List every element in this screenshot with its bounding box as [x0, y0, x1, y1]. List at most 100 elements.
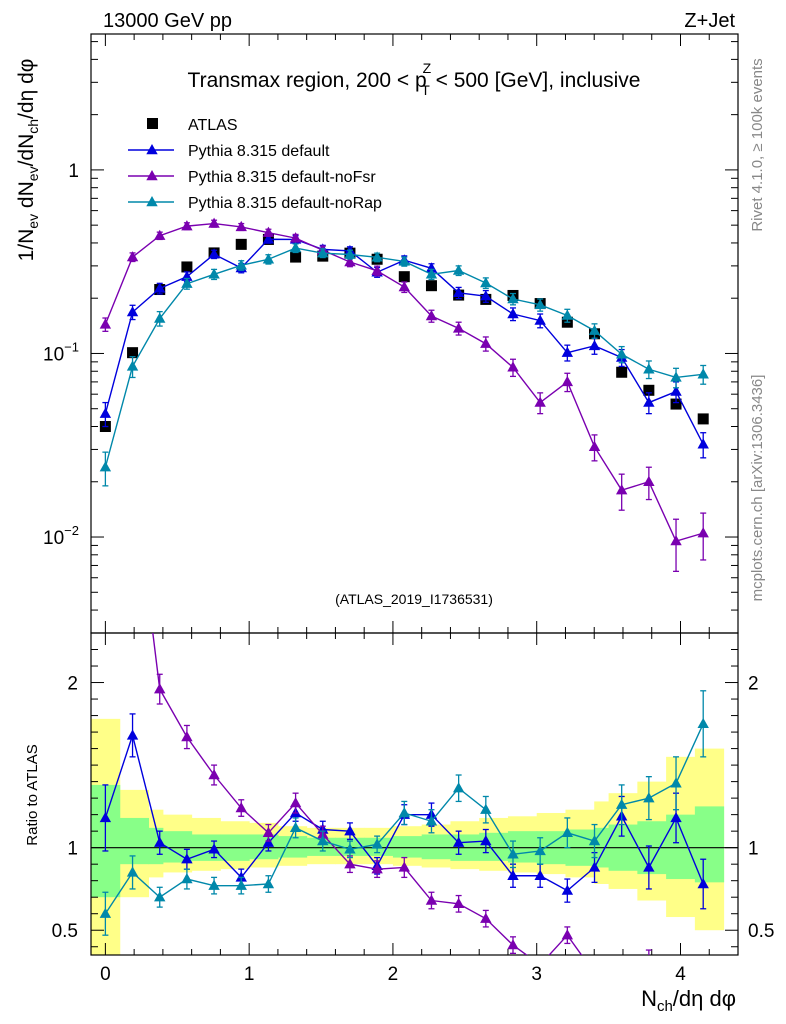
- ratio-marker: [262, 836, 275, 847]
- series-marker: [181, 277, 193, 288]
- series-marker: [126, 360, 139, 371]
- ratio-marker: [616, 969, 627, 979]
- series-marker: [398, 255, 410, 266]
- legend-item: Pythia 8.315 default: [128, 143, 330, 160]
- title-part: Transmax region, 200 < p: [188, 69, 427, 92]
- y-tick-base: 10: [43, 344, 64, 365]
- y-label-part: dN: [15, 181, 38, 214]
- ratio-marker: [452, 897, 465, 909]
- title-subscript: T: [421, 82, 430, 98]
- header-energy-label: 13000 GeV pp: [103, 10, 232, 32]
- series-marker: [425, 268, 438, 279]
- ratio-y-axis: 0.5 0.5 1 1 2 2: [52, 649, 774, 948]
- y-tick-base: 10: [43, 528, 64, 549]
- ratio-pythia-8-315-default-nofsr: [152, 633, 709, 979]
- legend-label: Pythia 8.315 default-noRap: [188, 195, 382, 212]
- ratio-marker: [262, 826, 275, 838]
- ratio-marker: [452, 836, 465, 847]
- series-marker: [670, 371, 682, 382]
- ratio-marker: [208, 843, 220, 854]
- x-axis-label: Nch/dη dφ: [641, 986, 736, 1015]
- series-marker: [697, 527, 709, 538]
- band-inner-bin: [479, 832, 509, 861]
- legend: ATLAS Pythia 8.315 default Pythia 8.315 de…: [128, 117, 382, 212]
- ratio-marker: [561, 929, 574, 940]
- ratio-marker: [344, 825, 356, 836]
- ratio-bands: [91, 718, 725, 955]
- ratio-marker: [344, 843, 356, 854]
- series-marker: [317, 247, 329, 258]
- series-marker: [235, 259, 247, 270]
- ratio-marker: [154, 836, 166, 847]
- ratio-marker: [208, 879, 220, 890]
- series-marker: [154, 312, 166, 323]
- series-marker: [99, 407, 112, 418]
- ratio-marker: [698, 967, 709, 977]
- ratio-marker: [615, 798, 628, 809]
- series-marker: [154, 282, 166, 293]
- ratio-marker: [398, 806, 410, 818]
- series-marker: [561, 375, 574, 387]
- ratio-marker: [398, 861, 410, 872]
- ratio-marker: [235, 871, 247, 882]
- atlas-data-point: [127, 347, 139, 359]
- legend-marker-triangle: [146, 196, 158, 207]
- ratio-marker: [589, 967, 600, 977]
- ratio-marker: [588, 861, 601, 872]
- plot-title: Transmax region, 200 < pZ T < 500 [GeV], …: [188, 60, 641, 98]
- ratio-marker: [235, 802, 247, 813]
- ratio-marker: [561, 884, 574, 895]
- x-tick-label: 1: [244, 964, 255, 985]
- series-marker: [208, 217, 220, 228]
- ratio-y-tick-label-left: 0.5: [52, 921, 78, 942]
- band-inner-bin: [277, 836, 308, 858]
- ratio-y-tick-label-left: 1: [67, 839, 78, 860]
- atlas-data-point: [290, 251, 302, 263]
- ratio-line: [152, 633, 583, 955]
- legend-label: Pythia 8.315 default: [188, 143, 330, 160]
- y-tick-label: 10−2: [43, 523, 79, 549]
- series-marker: [534, 396, 546, 407]
- atlas-data-point: [697, 413, 709, 425]
- ratio-marker: [425, 815, 438, 826]
- y-tick-label: 10−1: [43, 339, 79, 365]
- series-marker: [371, 251, 383, 262]
- ratio-y-tick-label-right: 0.5: [748, 921, 774, 942]
- series-marker: [507, 361, 519, 372]
- mcplots-source-label: mcplots.cern.ch [arXiv:1306.3436]: [749, 375, 766, 602]
- x-label-part: N: [641, 986, 657, 1011]
- series-marker: [507, 293, 519, 304]
- ratio-marker: [534, 844, 546, 856]
- y-tick-label: 1: [68, 161, 79, 182]
- ratio-marker: [643, 792, 655, 803]
- band-inner-bin: [392, 836, 423, 858]
- series-marker: [262, 253, 275, 264]
- x-tick-label: 4: [675, 964, 686, 985]
- series-marker: [480, 277, 492, 288]
- ratio-marker: [697, 717, 709, 729]
- atlas-data-point: [616, 366, 628, 378]
- y-tick-exponent: −1: [64, 339, 79, 354]
- series-marker: [452, 286, 465, 298]
- ratio-marker: [452, 782, 465, 793]
- legend-item: ATLAS: [147, 117, 238, 134]
- series-marker: [126, 306, 139, 317]
- ratio-marker: [648, 953, 650, 955]
- ratio-marker: [534, 869, 546, 880]
- series-marker: [561, 309, 574, 320]
- series-marker: [588, 339, 601, 351]
- series-marker: [99, 461, 112, 472]
- ratio-y-tick-label-right: 1: [748, 839, 759, 860]
- series-marker: [262, 226, 275, 237]
- atlas-data-point: [235, 238, 247, 250]
- series-marker: [344, 255, 356, 267]
- legend-marker-triangle: [146, 170, 158, 181]
- ratio-marker: [697, 877, 709, 889]
- legend-item: Pythia 8.315 default-noFsr: [128, 169, 376, 186]
- ratio-pythia-8-315-default-norap: [99, 690, 709, 936]
- ratio-marker: [99, 907, 112, 918]
- series-marker: [262, 233, 275, 244]
- ratio-marker: [181, 731, 193, 742]
- ratio-series: [99, 633, 709, 979]
- series-marker: [289, 242, 302, 253]
